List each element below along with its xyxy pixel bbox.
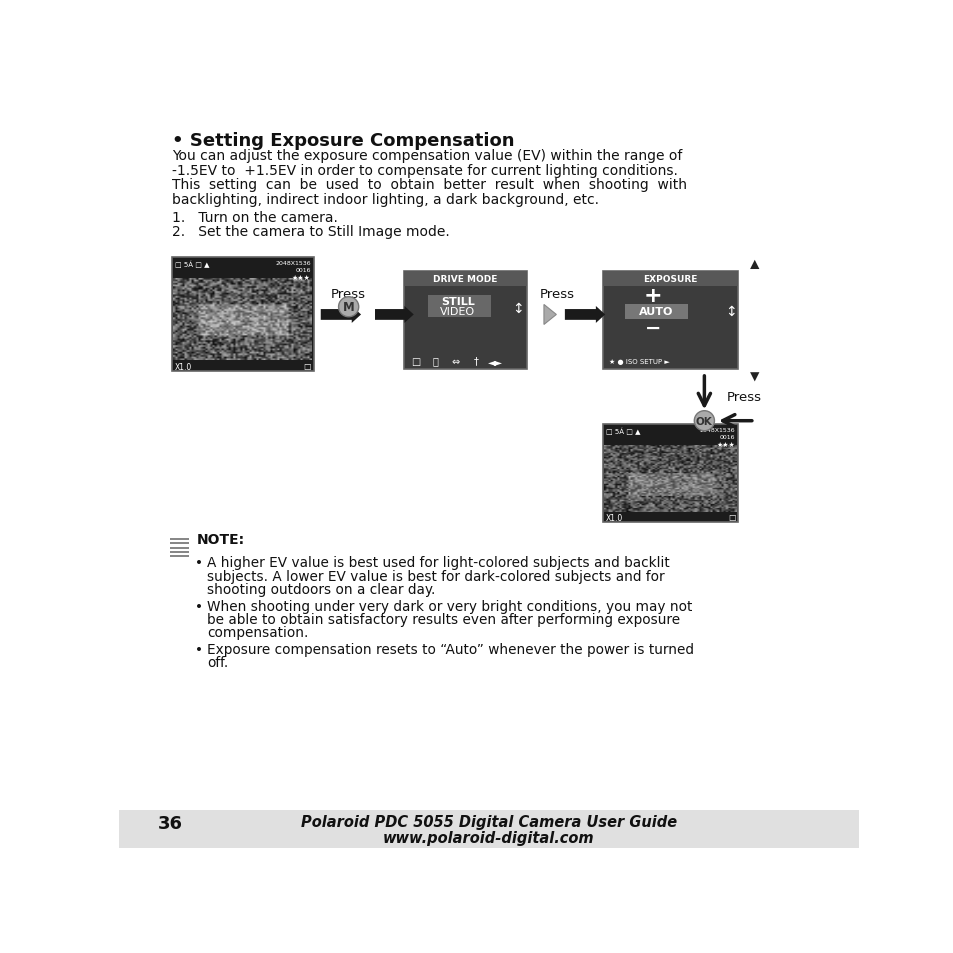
Text: 0016: 0016 xyxy=(720,435,735,440)
Bar xyxy=(404,272,526,370)
Text: X1.0: X1.0 xyxy=(174,362,193,371)
Text: Press: Press xyxy=(539,288,574,301)
Text: M: M xyxy=(342,301,355,314)
Text: • Setting Exposure Compensation: • Setting Exposure Compensation xyxy=(172,132,514,150)
Text: ★ ● ISO SETUP ►: ★ ● ISO SETUP ► xyxy=(608,358,669,364)
Bar xyxy=(171,551,189,553)
Text: Press: Press xyxy=(726,390,761,403)
Bar xyxy=(624,304,687,320)
Text: ★★★: ★★★ xyxy=(292,274,311,280)
Text: 2048X1536: 2048X1536 xyxy=(274,261,311,266)
Text: •: • xyxy=(195,556,203,570)
Bar xyxy=(602,272,738,370)
Text: ☐: ☐ xyxy=(727,514,735,522)
Polygon shape xyxy=(749,260,759,270)
Text: You can adjust the exposure compensation value (EV) within the range of: You can adjust the exposure compensation… xyxy=(172,149,681,163)
Polygon shape xyxy=(749,373,759,382)
Text: When shooting under very dark or very bright conditions, you may not: When shooting under very dark or very br… xyxy=(207,598,692,613)
Text: 2.   Set the camera to Still Image mode.: 2. Set the camera to Still Image mode. xyxy=(172,225,449,239)
Text: □ 5Á □ ▲: □ 5Á □ ▲ xyxy=(174,260,210,268)
Text: ★★★: ★★★ xyxy=(716,441,735,447)
Text: compensation.: compensation. xyxy=(207,625,308,639)
Text: ￭: ￭ xyxy=(432,356,438,366)
Text: 36: 36 xyxy=(158,814,183,832)
Bar xyxy=(427,295,491,317)
Text: 0016: 0016 xyxy=(294,268,311,273)
Text: ◄►: ◄► xyxy=(488,356,503,366)
Text: ↕: ↕ xyxy=(724,305,736,319)
Text: •: • xyxy=(195,598,203,613)
Text: subjects. A lower EV value is best for dark-colored subjects and for: subjects. A lower EV value is best for d… xyxy=(207,569,663,583)
Bar xyxy=(602,424,738,523)
Text: STILL: STILL xyxy=(440,297,475,307)
FancyArrow shape xyxy=(320,307,360,324)
FancyArrow shape xyxy=(564,307,604,324)
Text: 2048X1536: 2048X1536 xyxy=(699,428,735,433)
Bar xyxy=(602,272,738,287)
Text: This  setting  can  be  used  to  obtain  better  result  when  shooting  with: This setting can be used to obtain bette… xyxy=(172,178,686,193)
Bar xyxy=(171,556,189,558)
Text: †: † xyxy=(473,356,477,366)
Text: ⇔: ⇔ xyxy=(451,356,459,366)
Text: Exposure compensation resets to “Auto” whenever the power is turned: Exposure compensation resets to “Auto” w… xyxy=(207,642,693,656)
Text: □: □ xyxy=(410,356,419,366)
Bar xyxy=(119,810,858,848)
Text: •: • xyxy=(195,642,203,656)
Circle shape xyxy=(338,297,358,317)
Text: 1.   Turn on the camera.: 1. Turn on the camera. xyxy=(172,211,337,224)
Text: shooting outdoors on a clear day.: shooting outdoors on a clear day. xyxy=(207,582,435,596)
Text: EXPOSURE: EXPOSURE xyxy=(643,274,697,283)
Circle shape xyxy=(694,412,714,432)
Text: www.polaroid-digital.com: www.polaroid-digital.com xyxy=(383,830,594,845)
Text: -1.5EV to  +1.5EV in order to compensate for current lighting conditions.: -1.5EV to +1.5EV in order to compensate … xyxy=(172,164,678,177)
Text: AUTO: AUTO xyxy=(639,307,673,317)
Text: off.: off. xyxy=(207,655,228,669)
Text: ↕: ↕ xyxy=(511,301,523,315)
Bar xyxy=(171,538,189,540)
Text: NOTE:: NOTE: xyxy=(196,532,245,546)
Bar xyxy=(171,547,189,549)
Text: OK: OK xyxy=(696,416,712,426)
Text: □ 5Á □ ▲: □ 5Á □ ▲ xyxy=(605,428,639,435)
FancyArrow shape xyxy=(375,307,414,324)
Text: −: − xyxy=(644,318,660,337)
Bar xyxy=(171,543,189,545)
Bar xyxy=(172,257,314,372)
Text: +: + xyxy=(643,286,661,306)
Text: Polaroid PDC 5055 Digital Camera User Guide: Polaroid PDC 5055 Digital Camera User Gu… xyxy=(300,814,677,829)
Text: Press: Press xyxy=(331,288,366,301)
Text: VIDEO: VIDEO xyxy=(440,307,475,317)
Text: X1.0: X1.0 xyxy=(605,514,622,522)
Text: DRIVE MODE: DRIVE MODE xyxy=(433,274,497,283)
Bar xyxy=(404,272,526,287)
Text: backlighting, indirect indoor lighting, a dark background, etc.: backlighting, indirect indoor lighting, … xyxy=(172,193,598,207)
Text: be able to obtain satisfactory results even after performing exposure: be able to obtain satisfactory results e… xyxy=(207,612,679,626)
Text: ☐: ☐ xyxy=(303,362,311,371)
Text: A higher EV value is best used for light-colored subjects and backlit: A higher EV value is best used for light… xyxy=(207,556,669,570)
Polygon shape xyxy=(543,305,556,325)
